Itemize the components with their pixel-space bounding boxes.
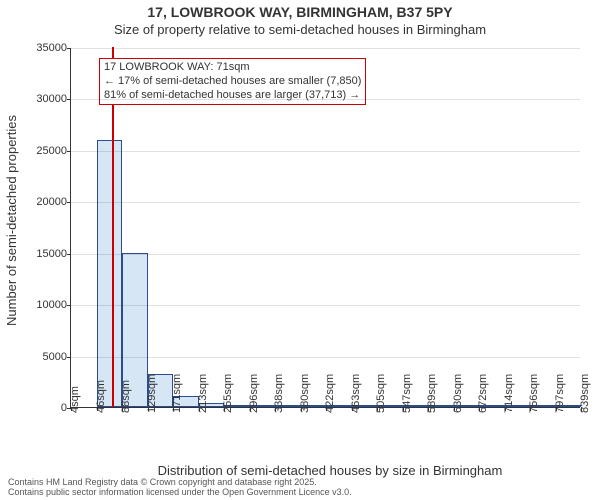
x-tick-label: 589sqm xyxy=(426,374,438,413)
y-tick-label: 0 xyxy=(61,402,67,414)
gridline xyxy=(71,305,580,306)
x-tick-label: 422sqm xyxy=(324,374,336,413)
x-tick-label: 171sqm xyxy=(171,374,183,413)
x-tick-label: 255sqm xyxy=(222,374,234,413)
gridline xyxy=(71,99,580,100)
x-tick-label: 672sqm xyxy=(477,374,489,413)
y-tick-label: 35000 xyxy=(36,42,67,54)
x-tick-label: 46sqm xyxy=(95,380,107,413)
y-axis-label: Number of semi-detached properties xyxy=(2,0,20,440)
histogram-bar xyxy=(97,140,123,407)
x-tick-label: 88sqm xyxy=(120,380,132,413)
y-tick-mark xyxy=(67,357,71,358)
x-tick-label: 129sqm xyxy=(146,374,158,413)
x-tick-label: 463sqm xyxy=(350,374,362,413)
x-tick-label: 296sqm xyxy=(248,374,260,413)
x-tick-label: 547sqm xyxy=(401,374,413,413)
gridline xyxy=(71,202,580,203)
y-tick-mark xyxy=(67,48,71,49)
y-tick-mark xyxy=(67,254,71,255)
x-tick-label: 630sqm xyxy=(452,374,464,413)
gridline xyxy=(71,48,580,49)
x-tick-label: 756sqm xyxy=(528,374,540,413)
x-axis-label: Distribution of semi-detached houses by … xyxy=(70,463,590,478)
chart-subtitle: Size of property relative to semi-detach… xyxy=(0,22,600,37)
x-tick-label: 505sqm xyxy=(375,374,387,413)
gridline xyxy=(71,151,580,152)
x-tick-label: 380sqm xyxy=(299,374,311,413)
y-tick-label: 25000 xyxy=(36,145,67,157)
x-tick-label: 797sqm xyxy=(554,374,566,413)
x-tick-label: 839sqm xyxy=(579,374,591,413)
annotation-box: 17 LOWBROOK WAY: 71sqm ← 17% of semi-det… xyxy=(99,58,366,105)
x-tick-label: 213sqm xyxy=(197,374,209,413)
y-tick-label: 10000 xyxy=(36,299,67,311)
chart-title-address: 17, LOWBROOK WAY, BIRMINGHAM, B37 5PY xyxy=(0,4,600,20)
y-tick-mark xyxy=(67,202,71,203)
annotation-line-1: 17 LOWBROOK WAY: 71sqm xyxy=(104,61,361,75)
footer-attribution: Contains HM Land Registry data © Crown c… xyxy=(8,478,352,498)
annotation-line-2: ← 17% of semi-detached houses are smalle… xyxy=(104,75,361,89)
y-tick-label: 30000 xyxy=(36,93,67,105)
gridline xyxy=(71,357,580,358)
plot-area: 17 LOWBROOK WAY: 71sqm ← 17% of semi-det… xyxy=(70,48,580,408)
y-tick-label: 5000 xyxy=(43,351,67,363)
y-tick-mark xyxy=(67,99,71,100)
gridline xyxy=(71,254,580,255)
y-tick-mark xyxy=(67,151,71,152)
x-tick-label: 338sqm xyxy=(273,374,285,413)
x-tick-label: 714sqm xyxy=(503,374,515,413)
y-tick-mark xyxy=(67,305,71,306)
y-tick-label: 15000 xyxy=(36,248,67,260)
y-tick-label: 20000 xyxy=(36,196,67,208)
x-tick-label: 4sqm xyxy=(69,386,81,413)
